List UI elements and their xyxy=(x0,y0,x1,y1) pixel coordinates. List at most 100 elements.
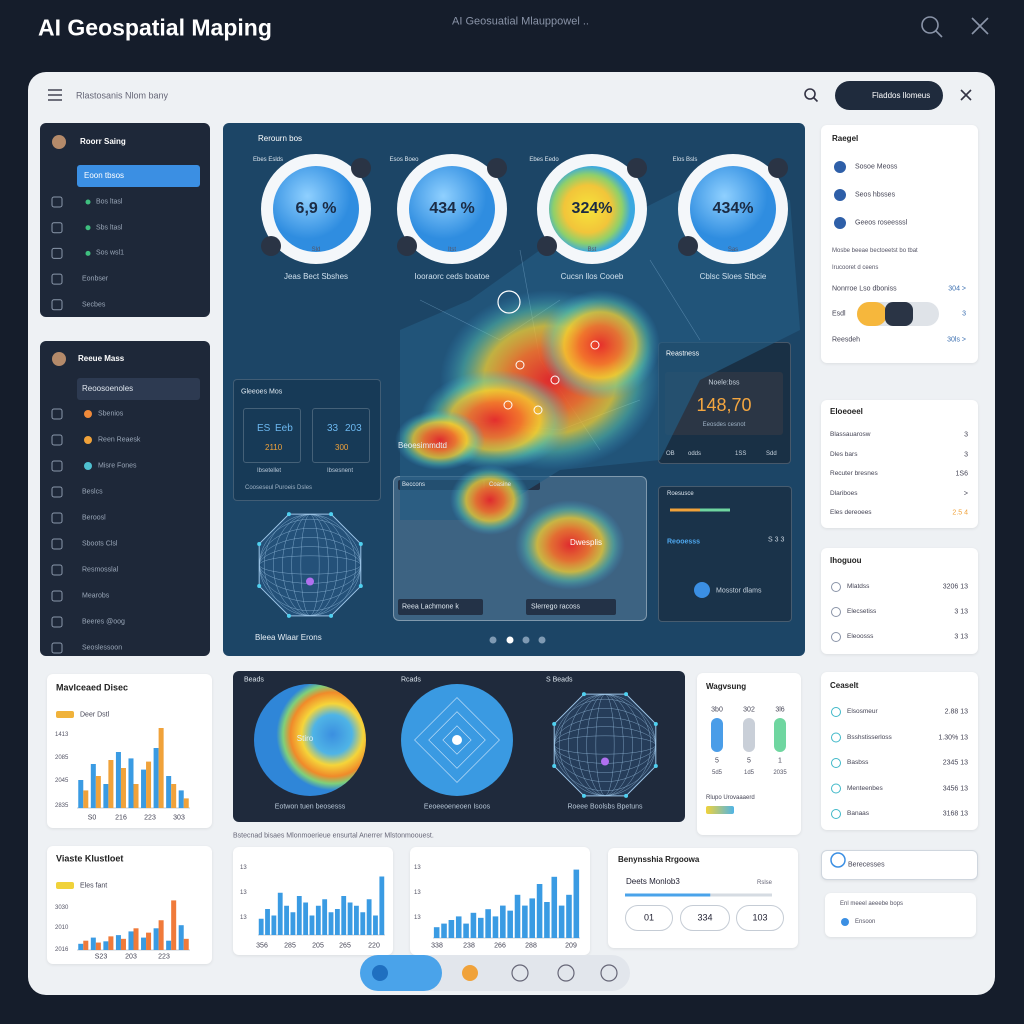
heat-spot xyxy=(540,290,660,400)
bar xyxy=(341,896,347,935)
row-label[interactable]: Blassauarosw xyxy=(830,430,871,438)
node xyxy=(329,613,334,618)
x-tick-label: S23 xyxy=(94,953,108,961)
item-icon xyxy=(51,590,63,602)
bar xyxy=(463,923,469,938)
row-label[interactable]: Elecsetiss xyxy=(847,607,877,615)
bar xyxy=(108,936,114,950)
select[interactable] xyxy=(77,378,200,400)
map-pin xyxy=(515,360,525,370)
stat-label: Ibsetellet xyxy=(257,468,282,474)
item-icon xyxy=(834,189,846,201)
gauge-sub: Itst xyxy=(447,247,457,253)
menu-item[interactable]: Beroosl xyxy=(82,514,106,522)
gauge-core xyxy=(409,166,495,252)
info-link[interactable]: Ensoon xyxy=(855,919,876,925)
map-pin xyxy=(550,375,560,385)
chip-label[interactable]: 103 xyxy=(752,912,768,923)
row-label[interactable]: Eleoosss xyxy=(847,632,874,640)
panel-label: Beads xyxy=(244,676,264,684)
menu-item[interactable]: Sos wsl1 xyxy=(96,249,125,257)
button-label[interactable]: Fladdos llomeus xyxy=(872,91,931,100)
chip-label[interactable]: 334 xyxy=(697,912,713,923)
node xyxy=(358,584,363,589)
item-icon xyxy=(51,273,63,285)
card-footer: Cooseseul Puroeis Dsles xyxy=(245,485,313,491)
menu-item[interactable]: Beeres @oog xyxy=(82,618,125,626)
menu-item[interactable]: Sbenios xyxy=(98,410,124,418)
menu-item[interactable]: Sboots Clsl xyxy=(82,540,118,548)
row-label[interactable]: Banaas xyxy=(847,809,870,817)
row-label[interactable]: Menteenbes xyxy=(847,784,883,792)
menu-item[interactable]: Reen Reaesk xyxy=(98,436,141,444)
bar xyxy=(141,769,147,808)
row-label[interactable]: Dles bars xyxy=(830,450,858,458)
select-label[interactable]: Eoon tbsos xyxy=(84,171,125,180)
row-label[interactable]: Basbss xyxy=(847,758,869,766)
item-icon xyxy=(51,460,63,472)
menu-item[interactable]: Eonbser xyxy=(82,275,109,283)
row-label[interactable]: Eles dereoees xyxy=(830,508,872,516)
page-title: AI Geospatial Maping xyxy=(38,14,272,41)
chip-button[interactable] xyxy=(680,905,730,931)
bar xyxy=(536,884,543,938)
row-label[interactable]: Dlariboes xyxy=(830,489,858,497)
row-label[interactable]: Bsshstisserloss xyxy=(847,733,892,741)
bar xyxy=(178,790,184,808)
menu-item[interactable]: Seoslessoon xyxy=(82,644,123,652)
select[interactable] xyxy=(821,850,978,880)
select-label[interactable]: Berecesses xyxy=(848,861,885,869)
menu-item[interactable]: Bos ltasl xyxy=(96,198,123,206)
note: Mosbe beeae bectoeetst bo tbat xyxy=(832,248,918,254)
column-value: 5d5 xyxy=(711,770,723,776)
menu-item[interactable]: Beslcs xyxy=(82,488,103,496)
bar xyxy=(153,748,159,808)
bar xyxy=(128,758,134,808)
search-icon xyxy=(812,96,819,103)
chip-button[interactable] xyxy=(736,905,784,931)
map-pin xyxy=(590,340,600,350)
list-item[interactable]: Seos hbsses xyxy=(855,191,896,199)
search-icon xyxy=(921,16,939,34)
menu-item[interactable]: Resmosslal xyxy=(82,566,119,574)
close-icon xyxy=(960,89,972,101)
y-tick-label: 13 xyxy=(414,890,421,896)
bar xyxy=(146,932,152,950)
select-label[interactable]: Reoosoenoles xyxy=(82,384,134,393)
chip-button[interactable] xyxy=(625,905,673,931)
bar xyxy=(455,916,462,938)
chip xyxy=(526,599,616,615)
row-value: 3 xyxy=(964,431,968,439)
menu-item[interactable]: Sbs ltasl xyxy=(96,224,123,232)
menu-item[interactable]: Mearobs xyxy=(82,592,110,600)
y-tick-label: 13 xyxy=(240,915,247,921)
gauge-value: 434% xyxy=(712,200,754,217)
bar xyxy=(90,764,96,808)
primary-button[interactable] xyxy=(835,81,943,110)
select[interactable] xyxy=(77,165,200,187)
heat-spot xyxy=(450,465,530,535)
card-title: Mavlceaed Disec xyxy=(56,682,129,693)
row-label[interactable]: Elsosmeur xyxy=(847,707,878,715)
wireframe xyxy=(554,698,656,792)
bar xyxy=(477,917,484,938)
list-item[interactable]: Geeos roseesssl xyxy=(855,219,908,227)
chip-label[interactable]: 01 xyxy=(643,912,655,923)
bar xyxy=(183,798,189,808)
bar xyxy=(133,784,139,808)
row-label[interactable]: Mlatdss xyxy=(847,582,870,590)
node xyxy=(581,793,586,798)
button-label[interactable]: Mosstor dlams xyxy=(716,587,762,595)
bar xyxy=(120,768,126,808)
row-label[interactable]: Recuter bresnes xyxy=(830,469,878,477)
icon xyxy=(627,158,647,178)
menu-item[interactable]: Secbes xyxy=(82,301,106,309)
wireframe xyxy=(258,513,362,617)
row-label: Reesdeh xyxy=(832,336,861,344)
list-item[interactable]: Sosoe Meoss xyxy=(855,163,898,171)
menu-item[interactable]: Misre Fones xyxy=(98,462,137,470)
bar xyxy=(115,752,121,808)
card-title: Roesusce xyxy=(667,491,694,497)
row-value: 3 13 xyxy=(954,633,968,641)
